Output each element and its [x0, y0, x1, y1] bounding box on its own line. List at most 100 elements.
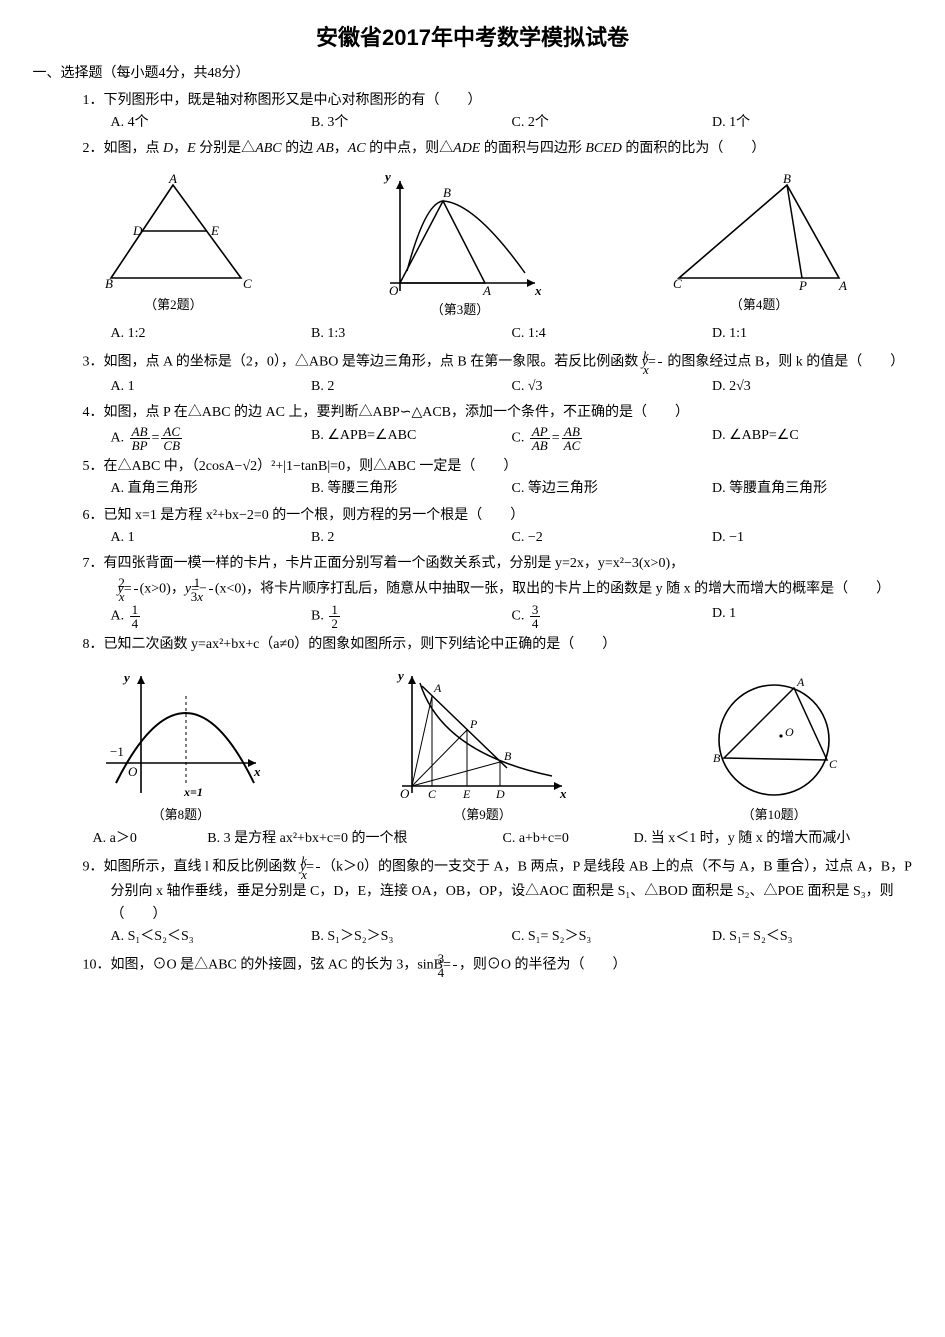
svg-text:O: O: [785, 725, 794, 739]
question-9: 9．如图所示，直线 l 和反比例函数 y=kx（k＞0）的图象的一支交于 A，B…: [83, 854, 913, 926]
svg-text:A: A: [796, 675, 805, 689]
svg-text:O: O: [389, 283, 399, 298]
q9-optD: D. S₁= S₂＜S₃: [712, 926, 913, 948]
q3-text2: 的图象经过点 B，则 k 的值是（ ）: [664, 355, 904, 370]
q5-optB: B. 等腰三角形: [311, 478, 512, 500]
q6-options: A. 1 B. 2 C. −2 D. −1: [111, 527, 913, 549]
q7-optD: D. 1: [712, 603, 913, 630]
question-2: 2．如图，点 D，E 分别是△ABC 的边 AB，AC 的中点，则△ADE 的面…: [83, 138, 913, 160]
q1-stem: 下列图形中，既是轴对称图形又是中心对称图形的有（ ）: [104, 93, 482, 108]
q8-optC: C. a+b+c=0: [502, 828, 633, 850]
svg-text:A: A: [482, 283, 491, 298]
q4-optB: B. ∠APB=∠ABC: [311, 425, 512, 452]
svg-text:y: y: [122, 670, 130, 685]
figure-q4: B C P A （第4题）: [667, 173, 852, 321]
question-4: 4．如图，点 P 在△ABC 的边 AC 上，要判断△ABP∽△ACB，添加一个…: [83, 402, 913, 424]
figcap-q10: （第10题）: [699, 805, 849, 826]
question-7: 7．有四张背面一模一样的卡片，卡片正面分别写着一个函数关系式，分别是 y=2x，…: [83, 553, 913, 602]
q6-optC: C. −2: [512, 527, 713, 549]
svg-text:D: D: [132, 223, 143, 238]
q4-optC: C. APAB=ABAC: [512, 425, 713, 452]
q1-optA: A. 4个: [111, 112, 312, 134]
q8-optB: B. 3 是方程 ax²+bx+c=0 的一个根: [207, 828, 502, 850]
svg-text:y: y: [396, 668, 404, 683]
svg-text:E: E: [462, 787, 471, 801]
q3-optC: C. √3: [512, 376, 713, 398]
figure-q3: y x O B A （第3题）: [375, 173, 545, 321]
q6-optA: A. 1: [111, 527, 312, 549]
figure-q10: A B C O （第10题）: [699, 668, 849, 826]
q3-text1: 如图，点 A 的坐标是（2，0），△ABO 是等边三角形，点 B 在第一象限。若…: [104, 355, 642, 370]
figcap-q8: （第8题）: [96, 805, 266, 826]
svg-text:x: x: [559, 786, 567, 801]
question-1: 1．下列图形中，既是轴对称图形又是中心对称图形的有（ ）: [83, 90, 913, 112]
q6-optD: D. −1: [712, 527, 913, 549]
q2-optB: B. 1:3: [311, 323, 512, 345]
figure-row-2: y x O −1 x=1 （第8题） y x O: [33, 668, 913, 826]
svg-text:P: P: [469, 717, 478, 731]
question-3: 3．如图，点 A 的坐标是（2，0），△ABO 是等边三角形，点 B 在第一象限…: [83, 349, 913, 376]
svg-text:A: A: [168, 173, 177, 186]
q2-optD: D. 1:1: [712, 323, 913, 345]
svg-text:x: x: [534, 283, 542, 298]
svg-text:B: B: [713, 751, 721, 765]
q8-optD: D. 当 x＜1 时，y 随 x 的增大而减小: [634, 828, 913, 850]
q9-text1: 如图所示，直线 l 和反比例函数: [104, 860, 300, 875]
q9-optC: C. S₁= S₂＞S₃: [512, 926, 713, 948]
q6-optB: B. 2: [311, 527, 512, 549]
q7-options: A. 14 B. 12 C. 34 D. 1: [111, 603, 913, 630]
question-5: 5．在△ABC 中，（2cosA−√2）²+|1−tanB|=0，则△ABC 一…: [83, 456, 913, 478]
svg-text:O: O: [128, 764, 138, 779]
q1-optC: C. 2个: [512, 112, 713, 134]
q5-options: A. 直角三角形 B. 等腰三角形 C. 等边三角形 D. 等腰直角三角形: [111, 478, 913, 500]
q9-optA: A. S₁＜S₂＜S₃: [111, 926, 312, 948]
figure-q2: A D E B C （第2题）: [93, 173, 253, 321]
svg-text:C: C: [243, 276, 252, 291]
svg-text:C: C: [428, 787, 437, 801]
q8-options: A. a＞0 B. 3 是方程 ax²+bx+c=0 的一个根 C. a+b+c…: [93, 828, 913, 850]
svg-text:A: A: [433, 681, 442, 695]
svg-text:−1: −1: [110, 744, 124, 759]
q4-optA: A. ABBP=ACCB: [111, 425, 312, 452]
q9-options: A. S₁＜S₂＜S₃ B. S₁＞S₂＞S₃ C. S₁= S₂＞S₃ D. …: [111, 926, 913, 948]
q7-optC: C. 34: [512, 603, 713, 630]
q2-optA: A. 1:2: [111, 323, 312, 345]
q7-optB: B. 12: [311, 603, 512, 630]
svg-text:D: D: [495, 787, 505, 801]
q8-text: 已知二次函数 y=ax²+bx+c（a≠0）的图象如图所示，则下列结论中正确的是…: [104, 637, 617, 652]
figcap-q2: （第2题）: [93, 295, 253, 316]
svg-text:C: C: [829, 757, 838, 771]
svg-text:x=1: x=1: [183, 785, 203, 799]
q4-optD: D. ∠ABP=∠C: [712, 425, 913, 452]
figure-q9: y x O A P B C E D （第9题）: [392, 668, 572, 826]
svg-text:x: x: [253, 764, 261, 779]
q10-text1: 如图，⊙O 是△ABC 的外接圆，弦 AC 的长为 3，sinB=: [111, 958, 451, 973]
svg-text:A: A: [838, 278, 847, 293]
figure-q8: y x O −1 x=1 （第8题）: [96, 668, 266, 826]
svg-text:B: B: [783, 173, 791, 186]
q8-optA: A. a＞0: [93, 828, 208, 850]
q5-text: 在△ABC 中，（2cosA−√2）²+|1−tanB|=0，则△ABC 一定是…: [104, 459, 518, 474]
q4-options: A. ABBP=ACCB B. ∠APB=∠ABC C. APAB=ABAC D…: [111, 425, 913, 452]
svg-text:P: P: [798, 278, 807, 293]
question-6: 6．已知 x=1 是方程 x²+bx−2=0 的一个根，则方程的另一个根是（ ）: [83, 505, 913, 527]
svg-text:y: y: [383, 173, 391, 184]
svg-text:B: B: [504, 749, 512, 763]
q3-optD: D. 2√3: [712, 376, 913, 398]
q5-optD: D. 等腰直角三角形: [712, 478, 913, 500]
q2-optC: C. 1:4: [512, 323, 713, 345]
q7-optA: A. 14: [111, 603, 312, 630]
page-title: 安徽省2017年中考数学模拟试卷: [33, 20, 913, 55]
svg-text:O: O: [400, 786, 410, 801]
q7-text2: (x>0)，: [140, 581, 185, 596]
q7-text3: (x<0)，将卡片顺序打乱后，随意从中抽取一张，取出的卡片上的函数是 y 随 x…: [215, 581, 890, 596]
figcap-q9: （第9题）: [392, 805, 572, 826]
q4-text: 如图，点 P 在△ABC 的边 AC 上，要判断△ABP∽△ACB，添加一个条件…: [104, 405, 690, 420]
q1-optD: D. 1个: [712, 112, 913, 134]
q9-optB: B. S₁＞S₂＞S₃: [311, 926, 512, 948]
section-heading: 一、选择题（每小题4分，共48分）: [33, 63, 913, 85]
svg-text:E: E: [210, 223, 219, 238]
svg-text:C: C: [673, 276, 682, 291]
q5-optA: A. 直角三角形: [111, 478, 312, 500]
svg-text:B: B: [105, 276, 113, 291]
